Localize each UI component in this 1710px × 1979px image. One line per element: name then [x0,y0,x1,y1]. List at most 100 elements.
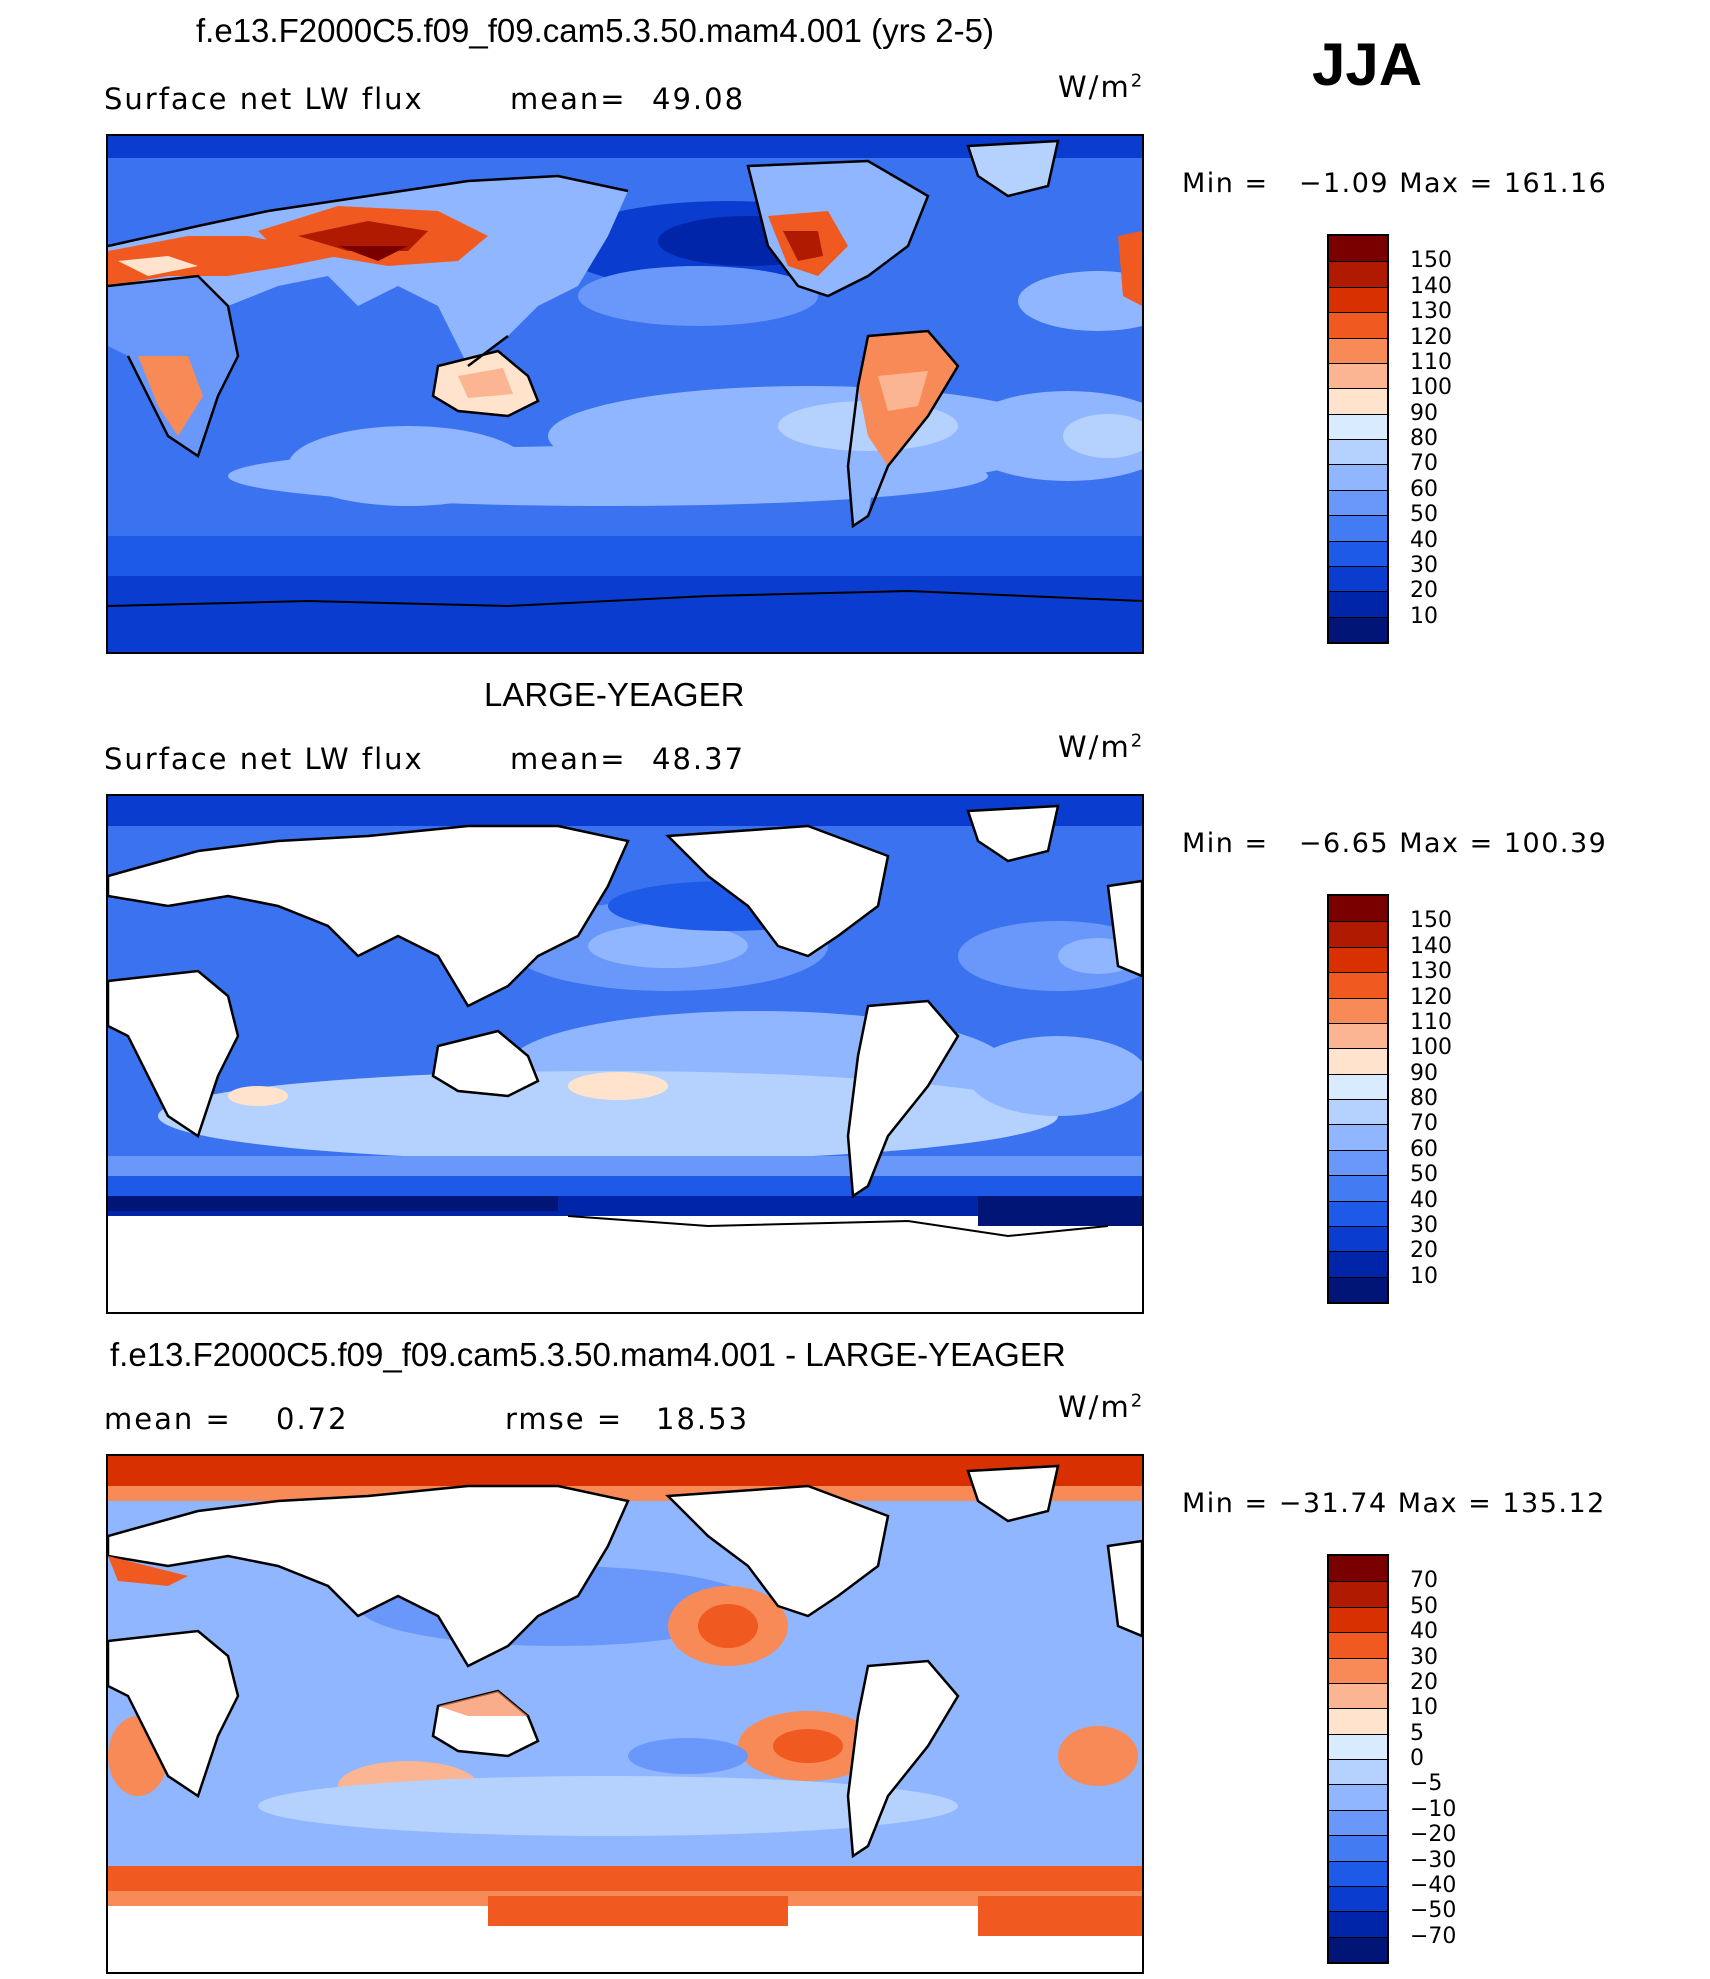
colorbar-swatch [1329,337,1387,363]
panel-2-title: LARGE-YEAGER [484,676,745,713]
colorbar-swatch [1329,1073,1387,1099]
panel-2-minmax: Min = −6.65 Max = 100.39 [1182,828,1608,859]
colorbar-label: 150 [1410,248,1452,274]
colorbar-swatch [1329,1149,1387,1176]
colorbar-swatch [1329,1251,1387,1277]
colorbar-label: 10 [1410,1695,1438,1721]
colorbar-swatch [1329,1022,1387,1049]
panel-1-minmax: Min = −1.09 Max = 161.16 [1182,168,1608,199]
colorbar-swatch [1329,1276,1387,1302]
panel-1-title: f.e13.F2000C5.f09_f09.cam5.3.50.mam4.001… [196,12,994,49]
colorbar-label: −40 [1410,1872,1457,1898]
panel-1-colorbar [1327,234,1389,644]
colorbar-label: 40 [1410,1187,1438,1213]
colorbar-label: 120 [1410,324,1452,350]
colorbar-label: 5 [1410,1720,1424,1746]
colorbar-swatch [1329,972,1387,998]
colorbar-swatch [1329,1632,1387,1658]
panel-2-mean-label: mean= [510,742,627,776]
colorbar-swatch [1329,413,1387,439]
colorbar-label: 110 [1410,1009,1452,1035]
panel-2-units: W/m2 [1058,730,1145,764]
colorbar-swatch [1329,1911,1387,1937]
colorbar-label: 30 [1410,552,1438,578]
colorbar-swatch [1329,1606,1387,1633]
colorbar-label: 80 [1410,426,1438,451]
panel-3-title: f.e13.F2000C5.f09_f09.cam5.3.50.mam4.001… [110,1336,1066,1373]
colorbar-swatch [1329,1556,1387,1582]
panel-1-mean-value: 49.08 [652,82,746,116]
colorbar-swatch [1329,515,1387,541]
colorbar-label: 140 [1410,933,1452,959]
colorbar-swatch [1329,1048,1387,1074]
colorbar-label: 50 [1410,502,1438,528]
colorbar-swatch [1329,565,1387,592]
colorbar-label: 90 [1410,400,1438,426]
panel-3-minmax: Min = −31.74 Max = 135.12 [1182,1488,1606,1519]
panel-3-units: W/m2 [1058,1390,1145,1424]
colorbar-label: −20 [1410,1822,1457,1848]
colorbar-label: 130 [1410,959,1452,985]
colorbar-label: 50 [1410,1162,1438,1188]
colorbar-swatch [1329,1809,1387,1836]
colorbar-label: 10 [1410,1263,1438,1289]
colorbar-label: 10 [1410,603,1438,629]
colorbar-swatch [1329,362,1387,389]
colorbar-label: 30 [1410,1644,1438,1670]
colorbar-label: 40 [1410,527,1438,553]
colorbar-label: −50 [1410,1898,1457,1924]
colorbar-swatch [1329,312,1387,338]
colorbar-label: 80 [1410,1086,1438,1111]
colorbar-label: 110 [1410,349,1452,375]
colorbar-label: 70 [1410,1111,1438,1137]
colorbar-label: −70 [1410,1923,1457,1949]
colorbar-label: 40 [1410,1619,1438,1645]
colorbar-label: 20 [1410,578,1438,604]
colorbar-swatch [1329,1175,1387,1201]
colorbar-swatch [1329,388,1387,414]
colorbar-swatch [1329,236,1387,262]
panel-3-mean-value: 0.72 [276,1402,349,1436]
colorbar-swatch [1329,286,1387,313]
colorbar-swatch [1329,1936,1387,1962]
colorbar-label: 0 [1410,1746,1424,1771]
colorbar-swatch [1329,1099,1387,1125]
colorbar-swatch [1329,1708,1387,1734]
colorbar-label: 70 [1410,451,1438,477]
panel-3-rmse-label: rmse = [505,1402,624,1436]
colorbar-swatch [1329,1682,1387,1709]
panel-1-map [106,134,1144,654]
colorbar-swatch [1329,1835,1387,1861]
colorbar-label: 20 [1410,1238,1438,1264]
colorbar-swatch [1329,439,1387,465]
colorbar-label: −10 [1410,1796,1457,1822]
panel-2-colorbar [1327,894,1389,1304]
colorbar-swatch [1329,591,1387,617]
colorbar-label: −30 [1410,1847,1457,1873]
colorbar-swatch [1329,1759,1387,1785]
panel-3-map [106,1454,1144,1974]
colorbar-label: 50 [1410,1593,1438,1619]
colorbar-swatch [1329,1657,1387,1683]
colorbar-label: 130 [1410,299,1452,325]
colorbar-label: 140 [1410,273,1452,299]
colorbar-swatch [1329,1885,1387,1912]
colorbar-label: −5 [1410,1771,1443,1797]
colorbar-label: 150 [1410,908,1452,934]
panel-3-mean-label: mean = [104,1402,232,1436]
panel-1-units: W/m2 [1058,70,1145,104]
colorbar-label: 60 [1410,476,1438,502]
colorbar-swatch [1329,540,1387,566]
colorbar-label: 20 [1410,1669,1438,1695]
colorbar-swatch [1329,1200,1387,1226]
colorbar-swatch [1329,261,1387,287]
colorbar-swatch [1329,997,1387,1023]
panel-1-variable-label: Surface net LW flux [104,82,424,116]
colorbar-swatch [1329,464,1387,490]
colorbar-swatch [1329,1733,1387,1759]
colorbar-swatch [1329,1225,1387,1252]
colorbar-label: 100 [1410,375,1452,401]
colorbar-label: 30 [1410,1212,1438,1238]
panel-1-mean-label: mean= [510,82,627,116]
colorbar-swatch [1329,1124,1387,1150]
